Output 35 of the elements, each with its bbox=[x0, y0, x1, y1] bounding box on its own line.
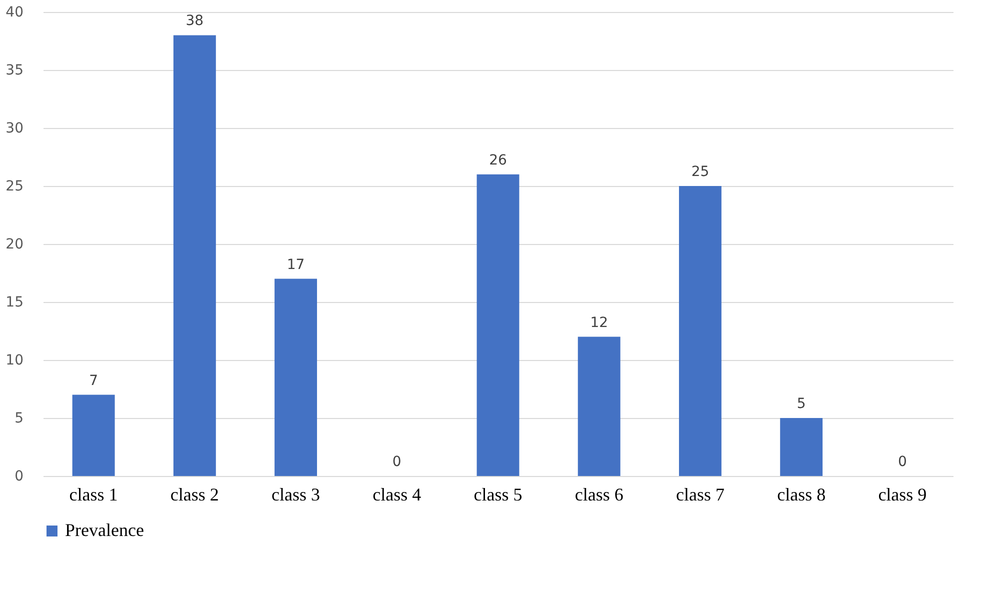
y-tick-label: 25 bbox=[6, 178, 24, 194]
data-label: 12 bbox=[590, 314, 608, 331]
y-tick-label: 5 bbox=[14, 410, 24, 426]
y-tick-label: 20 bbox=[6, 236, 24, 252]
x-tick-label: class 1 bbox=[69, 484, 118, 504]
y-tick-label: 40 bbox=[6, 4, 24, 20]
bar bbox=[72, 394, 115, 476]
x-tick-label: class 6 bbox=[574, 484, 624, 504]
x-tick-label: class 4 bbox=[372, 484, 422, 504]
y-tick-label: 30 bbox=[6, 120, 24, 136]
x-tick-label: class 5 bbox=[474, 484, 522, 504]
data-label: 17 bbox=[286, 256, 305, 273]
y-tick-label: 15 bbox=[6, 294, 24, 310]
y-tick-label: 10 bbox=[6, 352, 24, 368]
bar bbox=[274, 278, 318, 476]
data-label: 38 bbox=[186, 13, 204, 30]
data-label: 25 bbox=[691, 164, 710, 180]
bar bbox=[578, 336, 620, 476]
x-tick-label: class 3 bbox=[272, 484, 320, 504]
bar bbox=[780, 418, 823, 476]
bar bbox=[476, 174, 520, 476]
x-tick-label: class 2 bbox=[170, 484, 219, 504]
legend-label: Prevalence bbox=[65, 520, 144, 540]
y-tick-label: 0 bbox=[14, 468, 24, 484]
y-tick-label: 35 bbox=[6, 62, 24, 78]
bar bbox=[173, 35, 216, 476]
data-label: 26 bbox=[489, 152, 507, 168]
data-label: 0 bbox=[392, 454, 402, 470]
data-label: 5 bbox=[796, 396, 806, 412]
x-tick-label: class 7 bbox=[676, 484, 724, 504]
x-tick-label: class 9 bbox=[878, 484, 927, 504]
data-label: 0 bbox=[898, 454, 907, 470]
data-label: 7 bbox=[89, 372, 98, 389]
x-tick-label: class 8 bbox=[777, 484, 826, 504]
bar bbox=[678, 186, 722, 476]
